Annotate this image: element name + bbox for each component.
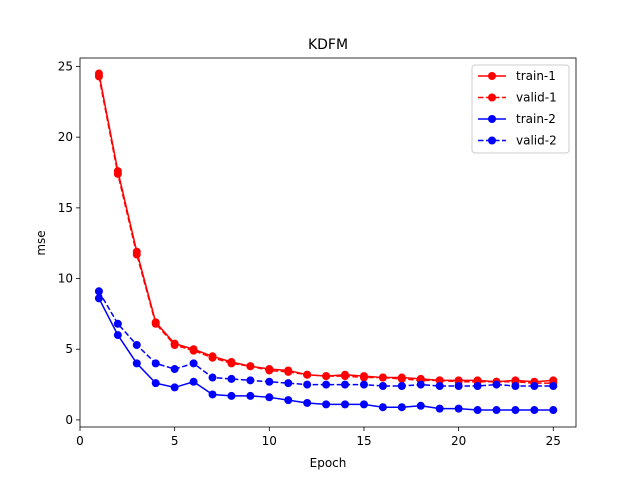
data-point-train-2: [473, 406, 482, 415]
data-point-valid-2: [227, 374, 236, 383]
data-point-train-2: [151, 379, 160, 388]
x-tick-label: 10: [262, 434, 277, 448]
chart-title: KDFM: [308, 37, 348, 53]
data-point-valid-1: [435, 376, 444, 385]
data-point-train-2: [208, 390, 217, 399]
data-point-valid-1: [378, 373, 387, 382]
data-point-valid-2: [113, 319, 122, 328]
legend-marker-valid-2: [488, 136, 496, 145]
data-point-train-2: [435, 404, 444, 413]
data-point-valid-2: [416, 380, 425, 389]
data-point-valid-1: [341, 372, 350, 381]
legend-box: [471, 64, 570, 154]
data-point-train-2: [530, 406, 539, 415]
data-point-valid-2: [454, 382, 463, 390]
x-tick-label: 15: [356, 434, 371, 448]
data-point-valid-2: [492, 380, 501, 389]
axes-frame: [79, 57, 577, 428]
y-tick-label: 0: [65, 413, 73, 427]
legend-marker-train-1: [488, 72, 496, 80]
data-point-valid-1: [151, 319, 160, 328]
data-point-train-2: [94, 294, 103, 303]
legend-label-train-2: train-2: [516, 112, 556, 126]
data-point-valid-2: [549, 382, 558, 390]
data-point-train-2: [341, 400, 350, 409]
data-point-valid-2: [397, 382, 406, 390]
data-point-valid-2: [189, 359, 198, 368]
y-tick-label: 25: [58, 59, 73, 73]
data-point-valid-2: [170, 365, 179, 374]
y-axis-label: mse: [34, 230, 48, 255]
data-point-valid-2: [151, 359, 160, 368]
data-point-train-2: [416, 401, 425, 410]
data-point-valid-1: [189, 346, 198, 355]
legend: train-1 valid-1 train-2 valid-2: [471, 64, 570, 154]
data-point-valid-2: [132, 341, 141, 349]
x-tick-label: 5: [171, 434, 179, 448]
legend-marker-valid-1: [488, 93, 496, 102]
data-point-train-2: [189, 377, 198, 386]
data-point-valid-2: [284, 379, 293, 388]
data-point-valid-1: [94, 72, 103, 81]
data-point-train-2: [132, 359, 141, 368]
data-point-valid-2: [303, 380, 312, 389]
data-point-train-2: [397, 403, 406, 412]
data-point-valid-1: [397, 374, 406, 383]
data-point-train-2: [303, 398, 312, 407]
data-point-valid-1: [359, 373, 368, 382]
data-point-valid-2: [511, 382, 520, 390]
data-point-valid-1: [284, 367, 293, 376]
data-point-valid-2: [378, 382, 387, 390]
x-axis-label: Epoch: [310, 456, 347, 470]
x-tick-label: 0: [76, 434, 84, 448]
data-point-valid-1: [113, 169, 122, 178]
data-point-train-2: [322, 400, 331, 409]
y-tick-label: 20: [58, 130, 73, 144]
data-point-train-2: [265, 393, 274, 402]
data-point-valid-2: [322, 380, 331, 389]
x-tick-label: 20: [451, 434, 466, 448]
x-tick-label: 25: [546, 434, 561, 448]
y-tick-label: 5: [65, 342, 73, 356]
data-point-valid-2: [435, 382, 444, 390]
data-point-train-2: [511, 406, 520, 415]
data-point-valid-1: [208, 353, 217, 362]
data-point-valid-2: [246, 376, 255, 385]
data-point-valid-1: [227, 359, 236, 368]
legend-marker-train-2: [488, 115, 496, 123]
data-point-train-2: [170, 383, 179, 392]
data-point-valid-2: [473, 382, 482, 390]
data-point-valid-2: [265, 377, 274, 386]
data-point-valid-1: [265, 366, 274, 375]
legend-label-valid-1: valid-1: [516, 91, 557, 105]
data-point-valid-2: [208, 373, 217, 382]
legend-label-train-1: train-1: [516, 69, 556, 83]
data-point-train-2: [284, 396, 293, 405]
data-point-train-2: [113, 331, 122, 340]
data-point-valid-2: [530, 382, 539, 390]
data-point-train-2: [492, 406, 501, 415]
legend-label-valid-2: valid-2: [516, 134, 557, 148]
data-point-valid-2: [341, 380, 350, 389]
data-point-valid-2: [94, 287, 103, 296]
data-point-valid-1: [132, 250, 141, 259]
data-point-valid-2: [359, 380, 368, 389]
data-point-valid-1: [246, 362, 255, 371]
y-tick-label: 15: [58, 201, 73, 215]
data-point-train-2: [359, 400, 368, 409]
data-point-train-2: [378, 403, 387, 412]
data-point-valid-1: [322, 372, 331, 381]
data-point-train-2: [454, 404, 463, 413]
data-point-valid-1: [303, 370, 312, 379]
y-tick-label: 10: [58, 272, 73, 286]
data-point-train-2: [549, 406, 558, 415]
data-point-train-2: [246, 391, 255, 400]
data-point-train-2: [227, 391, 236, 400]
plot-area: 0 5 10 15 20 25 0 5 10 15 20 25: [58, 57, 577, 448]
data-point-valid-1: [170, 341, 179, 349]
